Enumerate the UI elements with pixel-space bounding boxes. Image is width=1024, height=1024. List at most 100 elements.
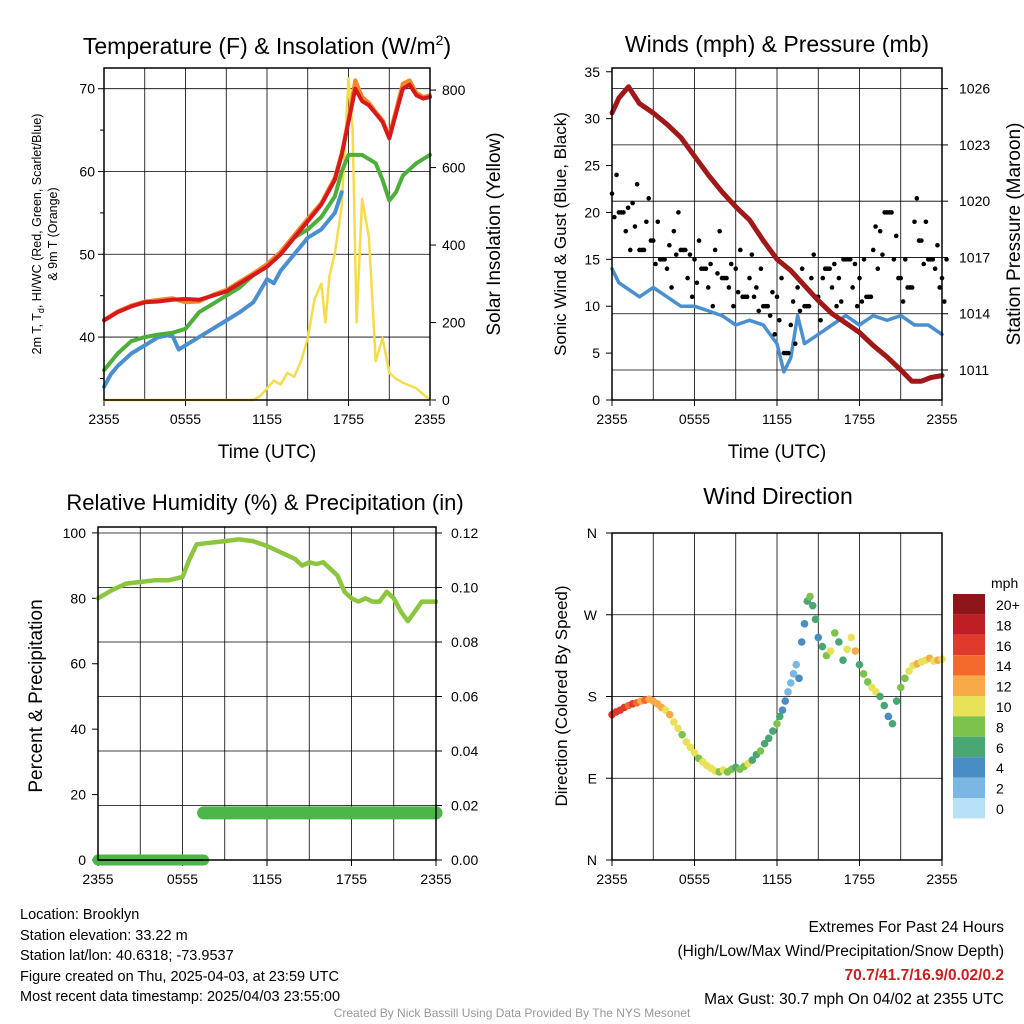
y-tick-label: 5 — [592, 345, 600, 361]
gust-point — [809, 275, 814, 281]
x-tick-label: 2355 — [596, 411, 627, 427]
direction-point — [826, 647, 835, 655]
gust-point — [795, 285, 800, 290]
chart-title: Temperature (F) & Insolation (W/m2) — [83, 32, 451, 59]
gust-point — [731, 303, 736, 309]
y-tick-label: S — [588, 689, 597, 705]
y-tick-label: N — [587, 525, 597, 541]
gust-point — [744, 294, 750, 300]
series-hi-wc — [102, 190, 344, 389]
x-tick-label: 0555 — [679, 411, 710, 427]
direction-point — [792, 660, 801, 669]
gust-point — [875, 266, 881, 272]
gust-point — [696, 238, 702, 243]
y-tick-label: 20 — [70, 787, 86, 803]
panel-wind: 2355 0555 1155 1755 2355 0 5 10 15 20 25 30 35 1011 10… — [551, 31, 1024, 463]
direction-point — [784, 688, 792, 696]
direction-point — [789, 669, 798, 678]
gust-point — [932, 266, 938, 272]
gust-point — [857, 275, 862, 281]
gust-point — [827, 266, 832, 272]
legend-label: 20+ — [996, 597, 1020, 613]
direction-point — [665, 710, 674, 719]
x-tick-label: 2355 — [420, 871, 451, 887]
gust-point — [726, 285, 732, 290]
y2-axis-label: Solar Insolation (Yellow) — [484, 132, 505, 335]
gust-point — [754, 285, 759, 290]
y-tick-label: 0 — [592, 392, 600, 408]
gust-point — [942, 299, 947, 304]
legend-swatch — [953, 798, 985, 819]
direction-point — [760, 739, 769, 748]
gust-point — [685, 275, 690, 281]
direction-point — [806, 592, 814, 601]
plot-border — [103, 67, 431, 401]
gust-point — [717, 228, 722, 234]
legend-label: 14 — [996, 658, 1012, 674]
direction-point — [795, 674, 803, 683]
gust-point — [818, 317, 823, 323]
direction-point — [781, 697, 790, 705]
y2-tick-label: 0.08 — [451, 634, 478, 650]
gust-point — [900, 299, 906, 304]
gust-point — [923, 219, 929, 225]
chart-title: Wind Direction — [703, 483, 853, 509]
y-tick-label: 20 — [584, 204, 600, 220]
gust-point — [612, 214, 617, 220]
x-axis-label: Time (UTC) — [218, 442, 317, 463]
station-info: Location: Brooklyn Station elevation: 33… — [20, 905, 340, 1008]
y-axis-label: Percent & Precipitation — [26, 599, 47, 792]
legend-label: 8 — [996, 719, 1004, 735]
elevation: Station elevation: 33.22 m — [20, 927, 188, 944]
gust-point — [788, 322, 794, 328]
plot-border — [611, 67, 943, 401]
chart-title: Winds (mph) & Pressure (mb) — [625, 31, 929, 57]
gust-point — [873, 224, 878, 229]
x-tick-label: 1155 — [762, 411, 792, 427]
gust-point — [625, 205, 631, 211]
y2-tick-label: 400 — [442, 237, 466, 253]
gust-point — [689, 294, 695, 300]
gust-point — [806, 303, 812, 309]
gust-point — [779, 275, 784, 281]
y2-tick-label: 0.06 — [451, 688, 478, 704]
direction-point — [892, 697, 901, 705]
gust-point — [756, 308, 762, 314]
panel-dir: 2355 0555 1155 1755 2355 N E S W N Wind Direction D… — [552, 483, 1020, 887]
legend-label: 18 — [996, 617, 1012, 633]
y-tick-label: 80 — [70, 590, 86, 606]
gust-point — [790, 299, 796, 304]
gust-point — [944, 257, 949, 262]
gust-point — [811, 252, 817, 257]
y2-tick-label: 600 — [442, 160, 466, 176]
gust-point — [777, 317, 782, 323]
gust-point — [749, 252, 755, 257]
gust-point — [770, 289, 775, 295]
gust-point — [898, 275, 904, 281]
y2-tick-label: 0.02 — [451, 797, 478, 813]
gust-point — [834, 303, 839, 309]
series-rh — [95, 537, 439, 624]
gust-point — [935, 242, 940, 248]
gust-point — [786, 350, 791, 356]
direction-point — [808, 601, 817, 610]
gust-point — [630, 200, 635, 206]
y-tick-label: 70 — [79, 81, 95, 97]
direction-point — [778, 706, 787, 714]
gust-point — [715, 271, 720, 276]
y-tick-label: 60 — [79, 163, 95, 179]
y-tick-label: 35 — [584, 64, 600, 80]
gust-point — [644, 219, 649, 225]
gust-point — [893, 233, 899, 239]
legend-label: 2 — [996, 781, 1004, 797]
legend-swatch — [953, 614, 985, 635]
x-tick-label: 2355 — [596, 871, 627, 887]
direction-point — [674, 724, 682, 733]
direction-point — [686, 743, 695, 752]
legend-label: 0 — [996, 801, 1004, 817]
gust-point — [847, 257, 853, 262]
gust-point — [889, 210, 894, 215]
lat-lon: Station lat/lon: 40.6318; -73.9537 — [20, 948, 234, 964]
gust-point — [623, 228, 629, 234]
